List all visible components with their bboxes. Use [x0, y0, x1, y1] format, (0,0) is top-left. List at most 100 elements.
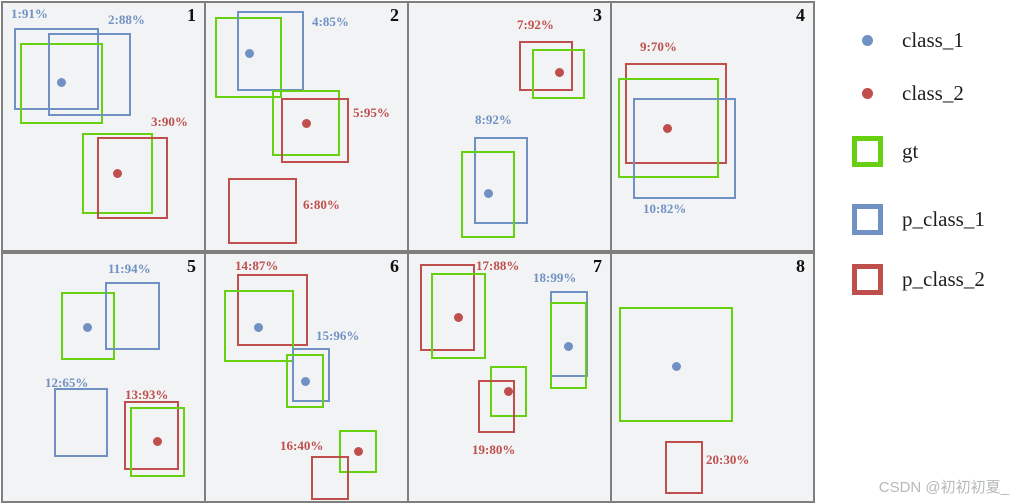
class-1-center-dot: [57, 78, 66, 87]
class-2-center-dot: [454, 313, 463, 322]
panel-3: 3 7:92% 8:92%: [407, 1, 612, 252]
panel-1: 1 1:91% 2:88% 3:90%: [1, 1, 206, 252]
panel-7: 7 17:88% 18:99% 19:80%: [407, 252, 612, 503]
gt-box: [272, 90, 340, 156]
p-class-2-box: [97, 137, 168, 219]
class-1-center-dot: [484, 189, 493, 198]
p-class-2-box: [519, 41, 573, 91]
class-2-center-dot: [113, 169, 122, 178]
detection-id-confidence-label: 14:87%: [235, 258, 279, 273]
class-2-center-dot: [302, 119, 311, 128]
legend-label: class_1: [902, 27, 964, 52]
detection-id-confidence-label: 6:80%: [303, 197, 340, 212]
p-class-2-box: [625, 63, 727, 164]
p-class-2-box: [228, 178, 297, 244]
panel-number: 5: [187, 256, 196, 276]
p-class-2-box: [478, 380, 515, 433]
detection-id-confidence-label: 10:82%: [643, 201, 687, 216]
detection-id-confidence-label: 19:80%: [472, 442, 516, 457]
class-1-dot-swatch: [861, 34, 873, 46]
class-2-center-dot: [663, 124, 672, 133]
detection-id-confidence-label: 2:88%: [108, 12, 145, 27]
panel-5: 5 11:94% 12:65% 13:93%: [1, 252, 206, 503]
p-class-1-box: [48, 33, 131, 116]
class-1-center-dot: [254, 323, 263, 332]
detection-id-confidence-label: 7:92%: [517, 17, 554, 32]
detection-id-confidence-label: 11:94%: [108, 261, 151, 276]
class-2-center-dot: [555, 68, 564, 77]
legend-swatch-wrap: [848, 135, 886, 167]
p-class-2-box: [420, 264, 475, 351]
detection-id-confidence-label: 4:85%: [312, 14, 349, 29]
class-1-center-dot: [83, 323, 92, 332]
class-1-center-dot: [245, 49, 254, 58]
detection-id-confidence-label: 20:30%: [706, 452, 750, 467]
p-class-1-box: [237, 11, 304, 91]
gt-box: [461, 151, 515, 238]
legend-swatch-wrap: [848, 87, 886, 99]
gt-box: [215, 17, 282, 98]
class-2-center-dot: [504, 387, 513, 396]
detection-id-confidence-label: 13:93%: [125, 387, 169, 402]
detection-id-confidence-label: 12:65%: [45, 375, 89, 390]
watermark-text: CSDN @初初初夏_: [878, 479, 1009, 496]
legend-label: p_class_2: [902, 266, 985, 291]
panel-number: 2: [390, 5, 399, 25]
gt-box: [619, 307, 733, 422]
gt-box: [618, 78, 719, 178]
panel-4: 4 9:70% 10:82%: [610, 1, 815, 252]
legend-label: gt: [902, 138, 919, 163]
panel-number: 3: [593, 5, 602, 25]
p-class-2-box-swatch: [851, 263, 883, 295]
detection-id-confidence-label: 17:88%: [476, 258, 520, 273]
legend-label: class_2: [902, 80, 964, 105]
p-class-1-box-swatch: [851, 203, 883, 235]
legend-item-class_1: class_1: [848, 23, 964, 57]
gt-box-swatch: [851, 135, 883, 167]
detection-id-confidence-label: 1:91%: [11, 6, 48, 21]
panel-number: 1: [187, 5, 196, 25]
panel-2: 2 4:85% 5:95% 6:80%: [204, 1, 409, 252]
gt-box: [286, 354, 324, 408]
p-class-1-box: [633, 98, 736, 199]
legend-swatch-wrap: [848, 263, 886, 295]
class-2-center-dot: [354, 447, 363, 456]
gt-box: [431, 273, 486, 359]
legend-label: p_class_1: [902, 206, 985, 231]
gt-box: [550, 302, 587, 389]
p-class-2-box: [665, 441, 703, 494]
legend-swatch-wrap: [848, 34, 886, 46]
class-1-center-dot: [301, 377, 310, 386]
gt-box: [20, 43, 103, 124]
class-2-dot-swatch: [861, 87, 873, 99]
legend-item-class_2: class_2: [848, 76, 964, 110]
p-class-1-box: [54, 388, 108, 457]
detection-id-confidence-label: 9:70%: [640, 39, 677, 54]
p-class-2-box: [281, 98, 349, 163]
panel-number: 7: [593, 256, 602, 276]
legend-item-gt: gt: [848, 134, 918, 168]
detection-id-confidence-label: 18:99%: [533, 270, 577, 285]
legend-swatch-wrap: [848, 203, 886, 235]
legend-item-p_class_1: p_class_1: [848, 202, 985, 236]
p-class-2-box: [124, 401, 179, 470]
gt-box: [61, 292, 115, 360]
panel-6: 6 14:87% 15:96% 16:40%: [204, 252, 409, 503]
panel-number: 8: [796, 256, 805, 276]
detection-id-confidence-label: 5:95%: [353, 105, 390, 120]
gt-box: [490, 366, 527, 417]
detection-id-confidence-label: 8:92%: [475, 112, 512, 127]
p-class-2-box: [311, 456, 349, 500]
detection-id-confidence-label: 16:40%: [280, 438, 324, 453]
gt-box: [224, 290, 294, 362]
detection-id-confidence-label: 3:90%: [151, 114, 188, 129]
gt-box: [130, 407, 185, 477]
class-2-center-dot: [153, 437, 162, 446]
panel-number: 6: [390, 256, 399, 276]
class-1-center-dot: [564, 342, 573, 351]
gt-box: [82, 133, 153, 214]
panel-8: 8 20:30%: [610, 252, 815, 503]
class-1-center-dot: [672, 362, 681, 371]
